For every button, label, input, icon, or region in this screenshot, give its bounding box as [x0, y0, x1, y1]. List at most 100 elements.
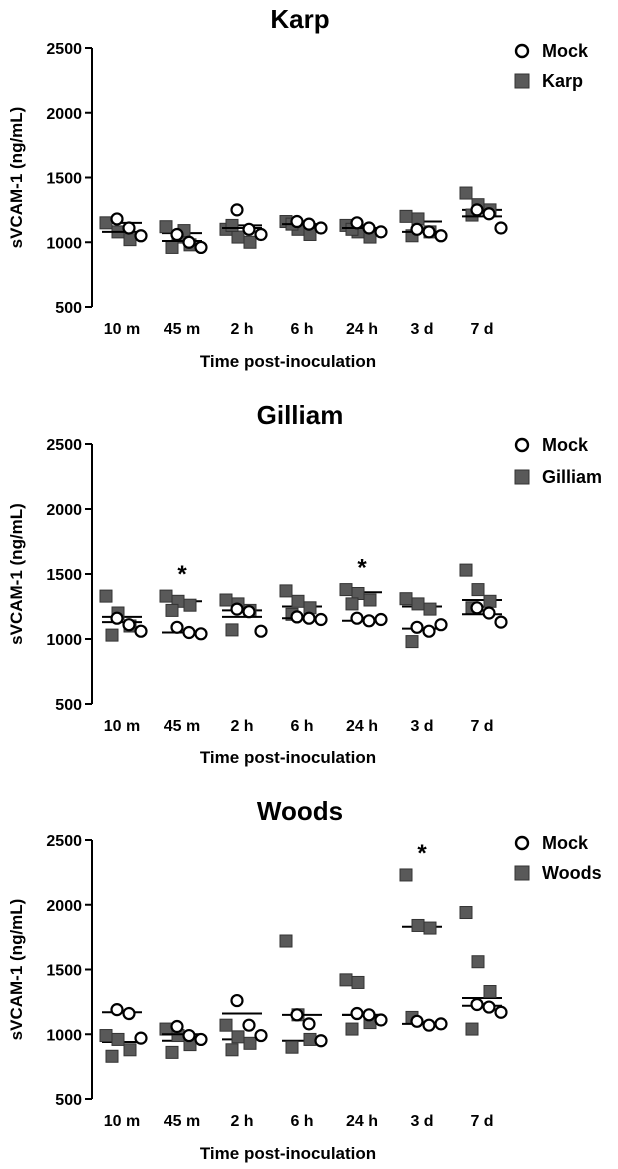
point-karp: [225, 218, 239, 232]
point-mock: [470, 997, 484, 1012]
point-mock: [134, 1031, 148, 1045]
point-mock: [482, 606, 496, 620]
y-tick-label: 1500: [46, 963, 82, 980]
point-mock: [290, 610, 304, 624]
legend-marker-mock: [514, 437, 530, 453]
x-tick-label: 45 m: [164, 1113, 200, 1130]
y-tick-label: 1000: [46, 632, 82, 649]
x-tick-label: 10 m: [104, 1113, 140, 1130]
point-mock: [302, 217, 316, 231]
point-karp: [459, 186, 473, 200]
legend-marker-gilliam: [514, 469, 530, 485]
y-tick-label: 2500: [46, 437, 82, 454]
legend-label-gilliam: Gilliam: [542, 467, 602, 487]
point-woods: [471, 955, 485, 969]
point-woods: [345, 1022, 359, 1036]
y-tick-label: 500: [55, 1092, 82, 1109]
point-mock: [410, 620, 424, 634]
point-mock: [194, 627, 208, 641]
point-gilliam: [165, 603, 179, 617]
point-mock: [194, 240, 208, 255]
significance-star: *: [177, 561, 187, 588]
point-gilliam: [183, 598, 197, 612]
point-mock: [254, 624, 268, 638]
point-mock: [482, 207, 496, 221]
point-mock: [350, 611, 364, 625]
legend-label-karp: Karp: [542, 71, 583, 91]
point-gilliam: [339, 583, 353, 597]
point-mock: [302, 611, 316, 625]
point-woods: [411, 918, 425, 932]
legend-marker-mock: [514, 43, 530, 59]
point-woods: [459, 906, 473, 920]
point-woods: [279, 934, 293, 948]
point-mock: [470, 601, 484, 615]
point-mock: [134, 229, 148, 243]
point-mock: [410, 1014, 424, 1028]
point-woods: [165, 1045, 179, 1059]
point-karp: [159, 220, 173, 234]
legend-label-mock: Mock: [542, 435, 589, 455]
y-tick-label: 2500: [46, 41, 82, 58]
chart-panel-woods: Woods 500 1000 1500 2000 2500 sVCAM-1 (ng/mL) 1…: [7, 796, 602, 1163]
point-mock: [170, 620, 184, 634]
point-gilliam: [279, 584, 293, 598]
point-mock: [350, 216, 364, 230]
x-tick-label: 7 d: [470, 1113, 493, 1130]
x-tick-label: 2 h: [230, 321, 253, 338]
point-woods: [483, 985, 497, 999]
point-woods: [219, 1018, 233, 1032]
point-gilliam: [405, 635, 419, 649]
point-mock: [362, 1008, 376, 1022]
point-mock: [350, 1006, 364, 1021]
point-mock: [470, 203, 484, 217]
y-axis-label: sVCAM-1 (ng/mL): [7, 107, 26, 249]
point-woods: [105, 1049, 119, 1063]
point-karp: [123, 233, 137, 247]
point-mock: [110, 1003, 124, 1017]
point-mock: [434, 618, 448, 632]
point-mock: [434, 229, 448, 243]
point-mock: [374, 225, 388, 239]
x-tick-label: 3 d: [410, 718, 433, 735]
legend-marker-mock: [514, 835, 530, 851]
point-mock: [374, 612, 388, 627]
point-gilliam: [471, 583, 485, 597]
point-gilliam: [399, 592, 413, 606]
significance-star: *: [417, 840, 427, 867]
point-mock: [242, 1018, 256, 1032]
point-mock: [182, 1028, 196, 1043]
point-mock: [110, 611, 124, 625]
x-tick-label: 45 m: [164, 321, 200, 338]
point-gilliam: [459, 563, 473, 577]
point-woods: [399, 868, 413, 882]
point-mock: [494, 615, 508, 629]
chart-title: Karp: [270, 4, 329, 34]
point-mock: [290, 214, 304, 229]
x-tick-label: 3 d: [410, 1113, 433, 1130]
y-tick-label: 2500: [46, 833, 82, 850]
x-tick-label: 7 d: [470, 321, 493, 338]
point-woods: [285, 1040, 299, 1054]
x-tick-label: 10 m: [104, 718, 140, 735]
point-woods: [303, 1032, 317, 1046]
y-axis-label: sVCAM-1 (ng/mL): [7, 899, 26, 1041]
point-mock: [182, 235, 196, 249]
x-tick-label: 6 h: [290, 1113, 313, 1130]
point-mock: [422, 624, 436, 638]
chart-panel-karp: Karp 500 1000 1500 2000 2500 sVCAM-1 (ng/mL) 10…: [7, 4, 589, 371]
point-gilliam: [291, 594, 305, 608]
y-tick-label: 1000: [46, 1027, 82, 1044]
x-axis-label: Time post-inoculation: [200, 352, 376, 371]
x-axis-label: Time post-inoculation: [200, 1144, 376, 1163]
point-mock: [254, 227, 268, 242]
point-mock: [122, 1006, 136, 1021]
point-karp: [231, 230, 245, 244]
y-tick-label: 500: [55, 697, 82, 714]
x-tick-label: 6 h: [290, 321, 313, 338]
x-tick-label: 2 h: [230, 1113, 253, 1130]
point-mock: [302, 1017, 316, 1031]
point-mock: [290, 1008, 304, 1022]
x-tick-label: 45 m: [164, 718, 200, 735]
y-tick-label: 1500: [46, 171, 82, 188]
